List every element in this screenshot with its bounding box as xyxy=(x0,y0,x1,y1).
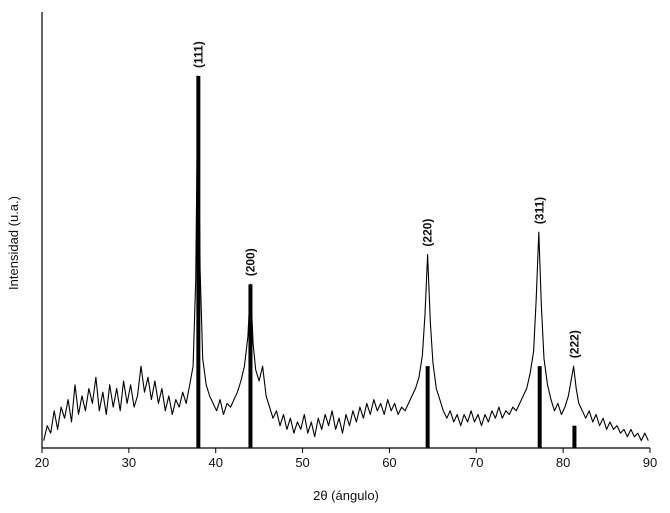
reference-bar xyxy=(196,76,201,448)
peak-label: (222) xyxy=(567,330,581,358)
xrd-pattern-line xyxy=(43,75,649,442)
x-tick-label: 60 xyxy=(382,455,396,470)
axes xyxy=(41,12,650,449)
x-tick-label: 20 xyxy=(35,455,49,470)
reference-bar xyxy=(425,366,430,448)
peak-label: (111) xyxy=(191,41,205,68)
reference-bar xyxy=(572,425,577,448)
x-tick-label: 70 xyxy=(469,455,483,470)
reference-bars xyxy=(196,76,577,448)
x-ticks: 20 30 40 50 60 70 80 90 xyxy=(35,448,657,470)
x-tick-label: 50 xyxy=(295,455,309,470)
x-tick-label: 80 xyxy=(556,455,570,470)
peak-label: (200) xyxy=(244,248,258,276)
peak-label: (311) xyxy=(533,197,547,224)
y-axis-title: Intensidad (u.a.) xyxy=(6,196,21,290)
reference-bar xyxy=(537,366,542,448)
reference-bar xyxy=(248,284,253,448)
x-axis-title: 2θ (ángulo) xyxy=(313,488,379,503)
x-tick-label: 90 xyxy=(643,455,657,470)
peak-labels: (111) (200) (220) (311) (222) xyxy=(191,41,581,358)
x-tick-label: 30 xyxy=(122,455,136,470)
peak-label: (220) xyxy=(421,219,435,247)
x-tick-label: 40 xyxy=(208,455,222,470)
